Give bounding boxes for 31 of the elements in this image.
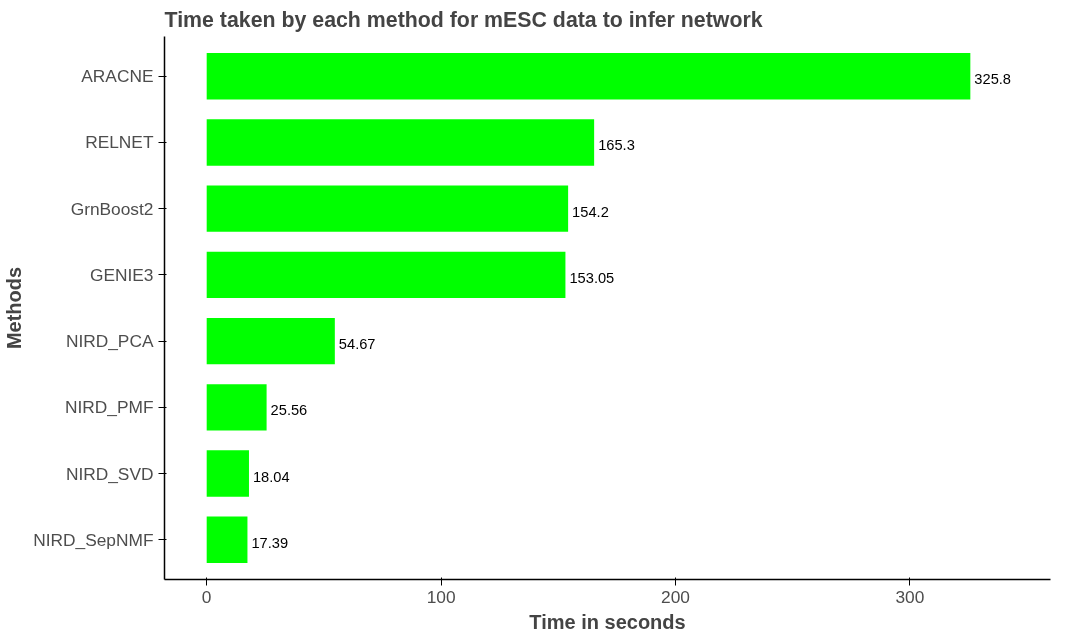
data-label: 25.56	[270, 402, 308, 419]
bar	[206, 251, 566, 299]
y-tick-label: NIRD_SVD	[65, 463, 154, 484]
x-tick-label: 100	[426, 586, 456, 607]
y-tick-label: NIRD_PCA	[65, 331, 154, 352]
bar	[206, 516, 248, 563]
y-tick-label: GENIE3	[89, 264, 154, 285]
y-tick-label: GrnBoost2	[70, 198, 154, 219]
y-tick-label: ARACNE	[81, 66, 154, 87]
x-tick-label: 0	[201, 586, 212, 607]
bar	[206, 317, 335, 365]
data-label: 54.67	[338, 336, 376, 353]
x-axis-title: Time in seconds	[529, 610, 686, 633]
bar	[206, 53, 971, 100]
bar	[206, 450, 249, 497]
data-label: 17.39	[251, 534, 289, 551]
data-label: 18.04	[252, 468, 290, 485]
data-label: 154.2	[572, 203, 609, 220]
x-tick-label: 200	[661, 586, 690, 607]
x-tick-label: 300	[895, 586, 925, 607]
data-label: 325.8	[974, 71, 1012, 88]
y-tick-label: RELNET	[85, 132, 154, 153]
y-axis-title: Methods	[3, 266, 26, 350]
bar	[206, 119, 595, 166]
y-tick-label: NIRD_PMF	[64, 397, 154, 418]
y-tick-label: NIRD_SepNMF	[33, 529, 154, 550]
data-label: 165.3	[598, 137, 635, 154]
data-label: 153.05	[569, 269, 615, 286]
chart-title: Time taken by each method for mESC data to infer network	[164, 7, 763, 32]
bar	[206, 384, 267, 431]
bar	[206, 185, 569, 232]
